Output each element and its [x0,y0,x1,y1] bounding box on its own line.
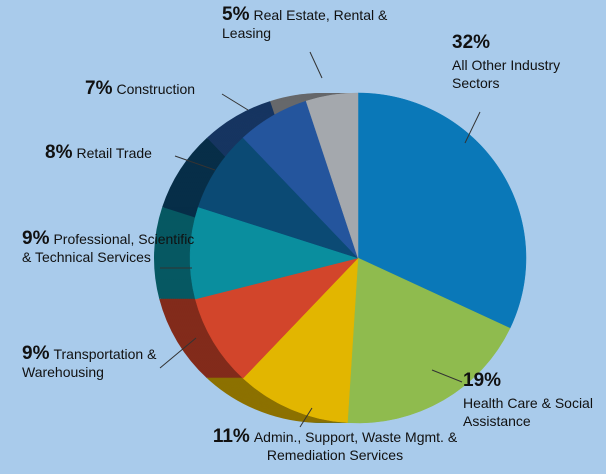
slice-label: 7% Construction [85,78,245,99]
category-label: Transportation & Warehousing [22,346,157,380]
leader-line [464,111,481,144]
category-label: Retail Trade [76,145,152,161]
slice [189,206,359,300]
category-label: Admin., Support, Waste Mgmt. & Remediati… [253,429,458,463]
category-label: All Other Industry Sectors [452,57,561,91]
value-label: 7% [85,78,113,99]
leader-line [309,51,323,79]
slice [242,257,359,423]
slice-label: 11% Admin., Support, Waste Mgmt. & Remedi… [190,426,480,464]
slice-label: 5% Real Estate, Rental & Leasing [222,4,412,42]
slice-label: 9% Transportation & Warehousing [22,343,207,381]
slice-label: 32% All Other Industry Sectors [452,32,602,92]
slice [357,92,527,329]
leader-line [159,337,197,369]
category-label: Professional, Scientific & Technical Ser… [22,231,195,265]
value-label: 5% [222,4,250,25]
slice-label: 19% Health Care & Social Assistance [463,370,603,430]
value-label: 8% [45,142,73,163]
leader-line [431,369,463,383]
slice [347,257,511,424]
value-label: 9% [22,228,50,249]
leader-line [221,93,249,111]
value-label: 9% [22,343,50,364]
category-label: Health Care & Social Assistance [463,395,593,429]
slice-label: 9% Professional, Scientific & Technical S… [22,228,197,266]
slice [305,92,359,259]
value-label: 19% [463,370,502,391]
category-label: Construction [116,81,196,97]
leader-line [299,407,313,428]
slice-label: 8% Retail Trade [45,142,205,163]
slice [194,257,359,379]
value-label: 32% [452,32,491,53]
value-label: 11% [212,426,250,447]
category-label: Real Estate, Rental & Leasing [222,7,388,41]
leader-line [174,155,216,171]
